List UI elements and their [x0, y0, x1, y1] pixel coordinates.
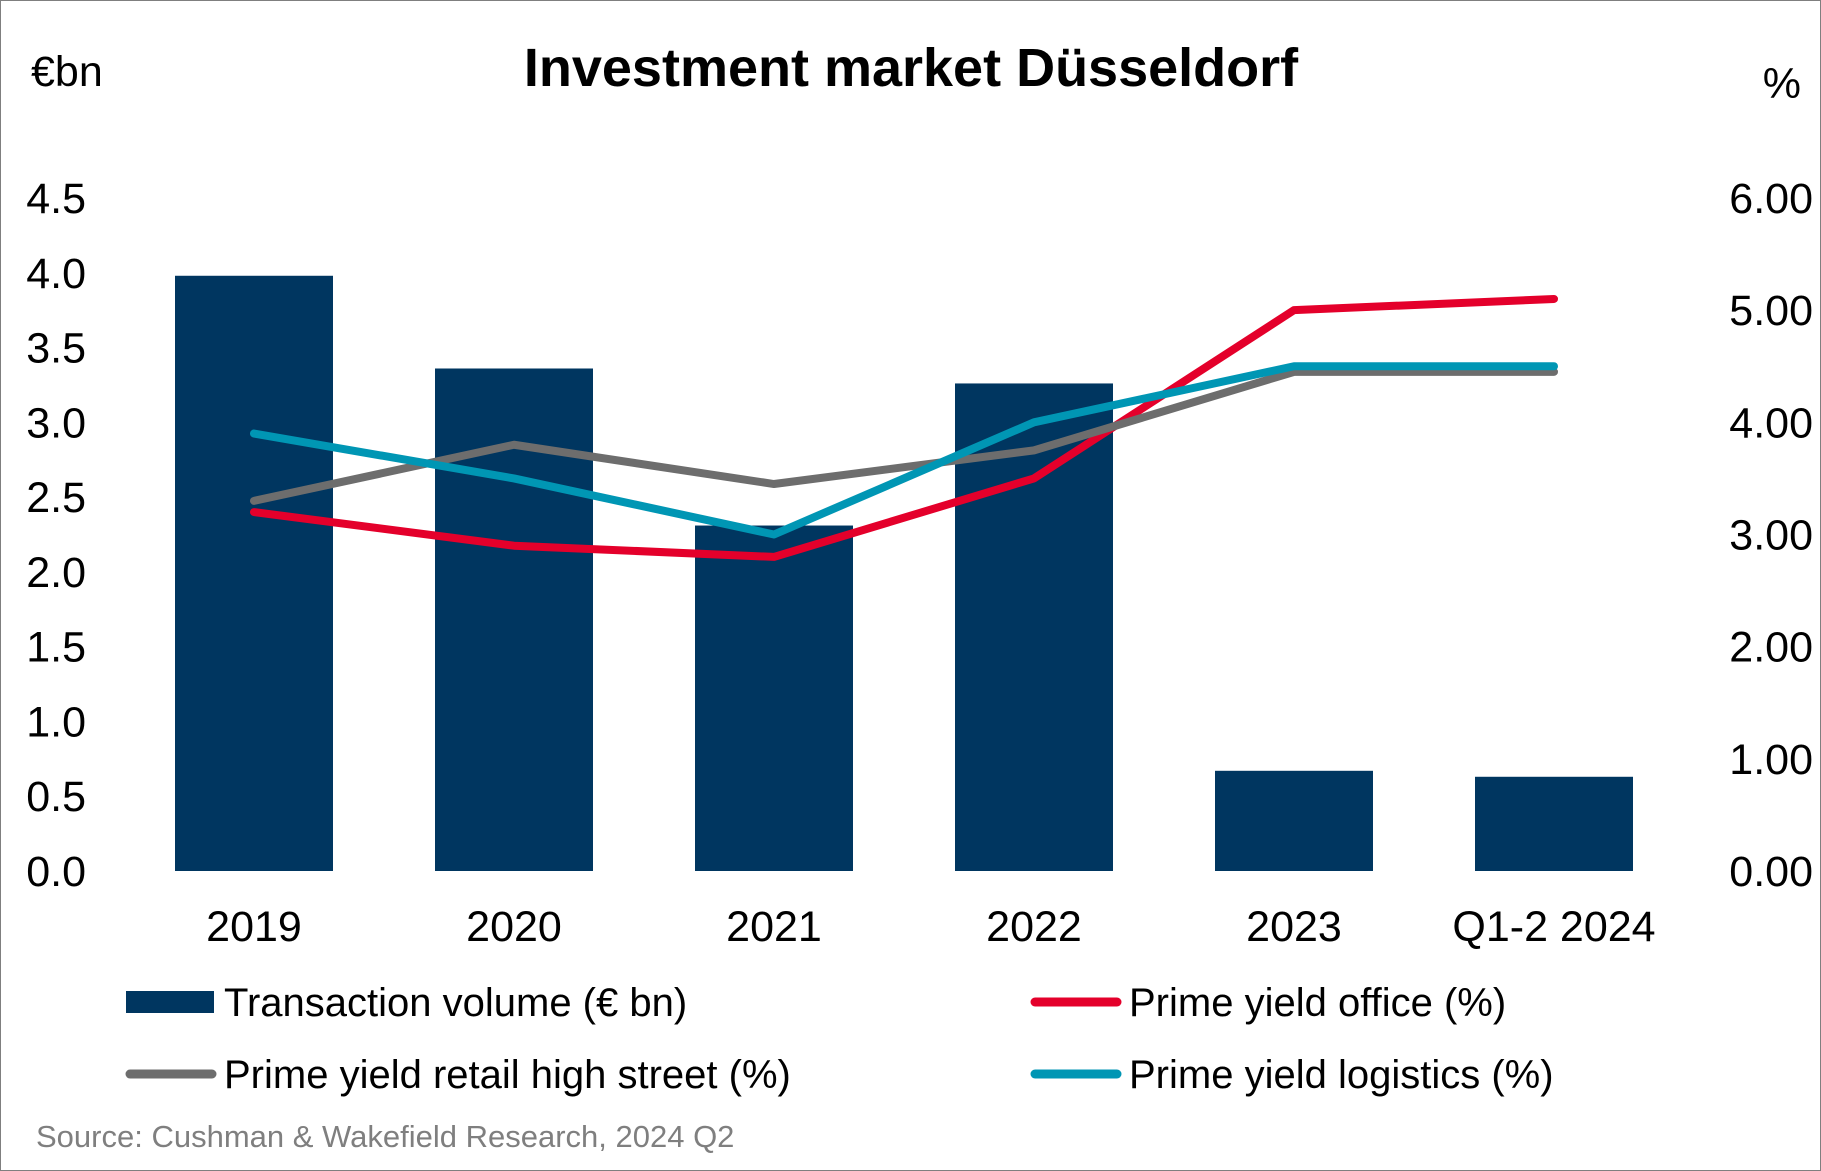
right-tick-label: 4.00 — [1729, 399, 1813, 447]
left-tick-label: 4.5 — [26, 175, 86, 223]
bar-2021 — [695, 525, 853, 871]
left-axis-unit: €bn — [31, 48, 103, 96]
legend-label: Prime yield logistics (%) — [1129, 1053, 1554, 1097]
chart-title: Investment market Düsseldorf — [524, 38, 1299, 98]
right-tick-label: 6.00 — [1729, 175, 1813, 223]
legend-label: Prime yield office (%) — [1129, 981, 1506, 1025]
left-tick-label: 4.0 — [26, 250, 86, 298]
left-tick-label: 1.5 — [26, 624, 86, 672]
right-axis: 0.00 1.00 2.00 3.00 4.00 5.00 6.00 — [1729, 175, 1813, 896]
right-tick-label: 1.00 — [1729, 736, 1813, 784]
right-axis-unit: % — [1763, 60, 1801, 108]
right-tick-label: 5.00 — [1729, 287, 1813, 335]
line-series-1 — [250, 294, 1558, 561]
x-axis: 2019 2020 2021 2022 2023 Q1-2 2024 — [206, 903, 1655, 951]
left-tick-label: 2.5 — [26, 474, 86, 522]
line-series-3 — [250, 362, 1558, 539]
right-tick-label: 3.00 — [1729, 512, 1813, 560]
x-tick-label: 2019 — [206, 903, 302, 951]
x-tick-label: Q1-2 2024 — [1452, 903, 1655, 951]
left-tick-label: 3.0 — [26, 399, 86, 447]
right-tick-label: 2.00 — [1729, 624, 1813, 672]
left-axis: 0.0 0.5 1.0 1.5 2.0 2.5 3.0 3.5 4.0 4.5 — [26, 175, 86, 896]
x-tick-label: 2021 — [726, 903, 822, 951]
right-tick-label: 0.00 — [1729, 848, 1813, 896]
left-tick-label: 0.0 — [26, 848, 86, 896]
line-series-group — [250, 294, 1558, 561]
legend-label: Transaction volume (€ bn) — [224, 981, 687, 1025]
source-note: Source: Cushman & Wakefield Research, 20… — [36, 1119, 734, 1154]
x-tick-label: 2023 — [1246, 903, 1342, 951]
x-tick-label: 2022 — [986, 903, 1082, 951]
legend-label: Prime yield retail high street (%) — [224, 1053, 791, 1097]
bar-2023 — [1215, 770, 1373, 871]
bar-q1-2-2024 — [1475, 776, 1633, 871]
legend: Transaction volume (€ bn) Prime yield off… — [125, 981, 1554, 1097]
legend-swatch-bar — [126, 991, 214, 1013]
line-series-2 — [250, 367, 1558, 505]
bar-2019 — [175, 275, 333, 871]
bar-2022 — [955, 383, 1113, 871]
x-tick-label: 2020 — [466, 903, 562, 951]
left-tick-label: 0.5 — [26, 773, 86, 821]
left-tick-label: 3.5 — [26, 325, 86, 373]
left-tick-label: 1.0 — [26, 698, 86, 746]
left-tick-label: 2.0 — [26, 549, 86, 597]
